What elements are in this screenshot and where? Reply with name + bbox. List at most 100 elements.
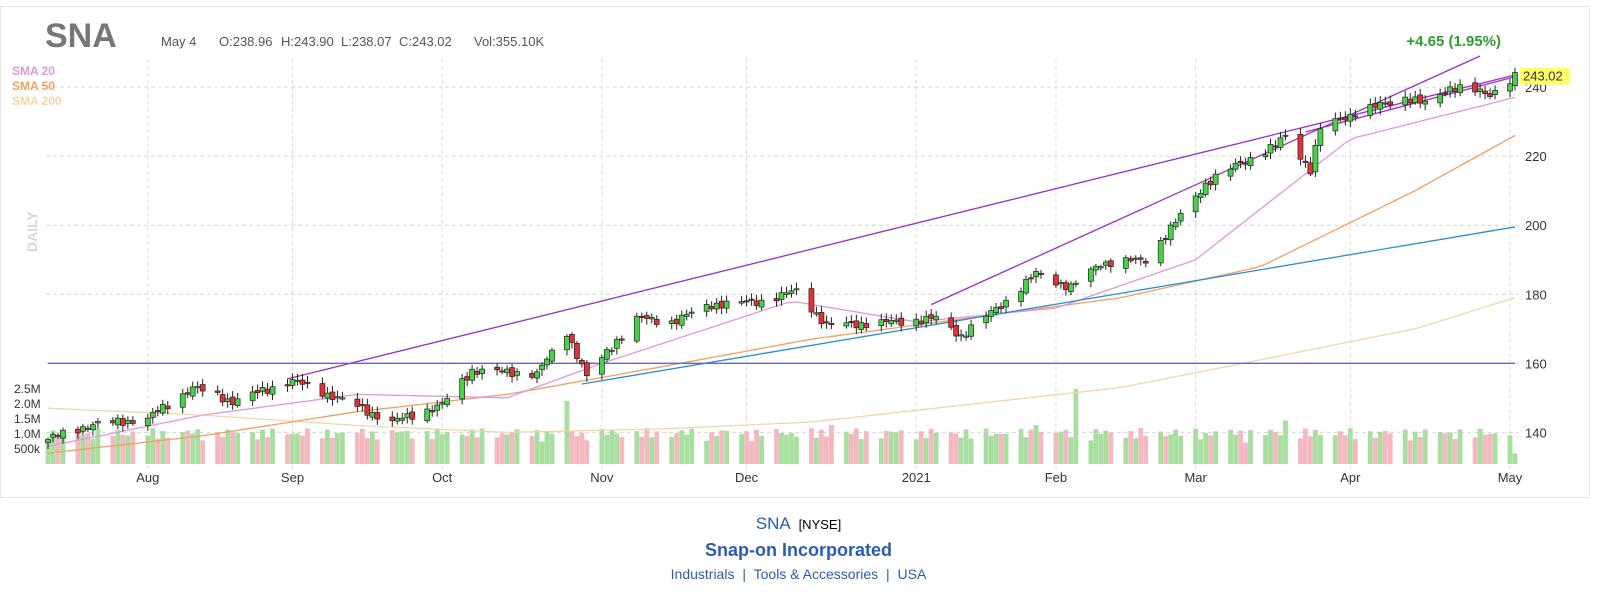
ohlc-volume: Vol:355.10K [474, 34, 544, 49]
candle-body [184, 392, 191, 395]
volume-bar [1168, 434, 1174, 464]
volume-bar [749, 440, 754, 464]
footer-industry-link[interactable]: Tools & Accessories [753, 566, 879, 582]
volume-bar [913, 439, 919, 464]
volume-bar [514, 429, 520, 464]
volume-bar [120, 434, 126, 464]
volume-bar [504, 434, 510, 464]
candle-body [1372, 102, 1379, 108]
candle-body [159, 404, 166, 414]
candle-body [299, 379, 306, 385]
candle-body [608, 349, 615, 352]
volume-bar [160, 431, 166, 464]
candle-body [1038, 272, 1044, 275]
period-label: DAILY [24, 211, 40, 252]
candle-body [1023, 279, 1029, 294]
candle-body [913, 318, 920, 327]
candle-body [1417, 94, 1424, 104]
volume-bar [1263, 435, 1268, 464]
candle-body [259, 387, 266, 392]
footer-country-link[interactable]: USA [897, 566, 927, 582]
volume-bar [130, 431, 136, 464]
volume-bar [1407, 440, 1413, 464]
volume-bar [953, 433, 959, 464]
volume-bar [255, 439, 260, 464]
volume-bar [320, 438, 325, 464]
candle-body [1232, 162, 1239, 170]
candle-body [1347, 113, 1354, 122]
volume-bar [828, 425, 834, 464]
volume-bar [819, 429, 824, 464]
candle-body [653, 318, 660, 325]
candle-body [778, 292, 785, 301]
candle-body [124, 419, 131, 424]
volume-bar [335, 433, 340, 464]
candle-body [599, 357, 605, 375]
candle-body [758, 299, 765, 308]
candle-body [319, 383, 326, 397]
candle-body [848, 321, 855, 323]
volume-bar [354, 432, 360, 464]
candle-body [898, 317, 905, 326]
y-tick-label: 140 [1525, 425, 1547, 440]
candle-body [324, 392, 331, 399]
volume-bar [893, 432, 899, 464]
volume-bar [150, 428, 156, 464]
volume-bar [359, 428, 365, 464]
sma50-line [47, 134, 1516, 454]
volume-bar [509, 432, 515, 464]
candle-body [464, 376, 470, 381]
volume-bar [1058, 431, 1064, 464]
volume-bar [724, 430, 730, 464]
candle-body [1307, 162, 1314, 175]
candle-body [149, 412, 156, 418]
candle-body [1192, 195, 1199, 213]
candle-body [1312, 144, 1319, 173]
candle-body [988, 310, 994, 317]
volume-bar [1018, 428, 1024, 464]
candle-body [115, 417, 121, 426]
candle-body [85, 427, 91, 430]
candle-body [214, 390, 221, 393]
candle-body [678, 314, 685, 326]
candle-body [539, 364, 545, 371]
volume-bar [1452, 439, 1458, 464]
volume-bar [794, 436, 799, 464]
trendline [581, 226, 1516, 385]
candle-body [743, 300, 750, 303]
footer-sector-link[interactable]: Industrials [670, 566, 735, 582]
volume-bar [619, 436, 625, 464]
volume-bar [898, 430, 904, 464]
volume-bar [95, 428, 101, 464]
x-tick-label: May [1498, 470, 1523, 485]
chart-frame: 140 160 180 200 220 240 Aug Sep Oct Nov Dec 2021 Feb… [0, 6, 1590, 498]
volume-bar [1472, 437, 1478, 464]
volume-bar [499, 433, 505, 464]
candle-body [1272, 145, 1279, 148]
volume-bar [1143, 435, 1149, 464]
candle-body [1452, 88, 1458, 93]
candle-body [1387, 101, 1394, 106]
candle-body [983, 315, 989, 324]
x-tick-label: Mar [1184, 470, 1207, 485]
volume-bar [614, 433, 620, 464]
candle-body [479, 368, 485, 375]
legend-entry: SMA 20 [12, 64, 55, 78]
volume-bar [1068, 436, 1074, 464]
volume-bar [1332, 435, 1338, 464]
candle-body [963, 335, 969, 338]
legend-entry: SMA 200 [12, 94, 62, 108]
footer-ticker-link[interactable]: SNA [755, 514, 790, 533]
x-tick-label: 2021 [902, 470, 931, 485]
volume-bar [639, 436, 645, 464]
volume-bar [225, 429, 231, 464]
footer-company-name[interactable]: Snap-on Incorporated [704, 540, 892, 560]
candle-body [229, 396, 236, 406]
last-price-badge [1520, 67, 1570, 85]
volume-bar [709, 432, 715, 464]
volume-bar [250, 432, 255, 464]
candle-body [1033, 271, 1039, 278]
volume-bar [444, 431, 450, 464]
volume-bar [90, 438, 96, 464]
volume-bar [45, 443, 51, 464]
